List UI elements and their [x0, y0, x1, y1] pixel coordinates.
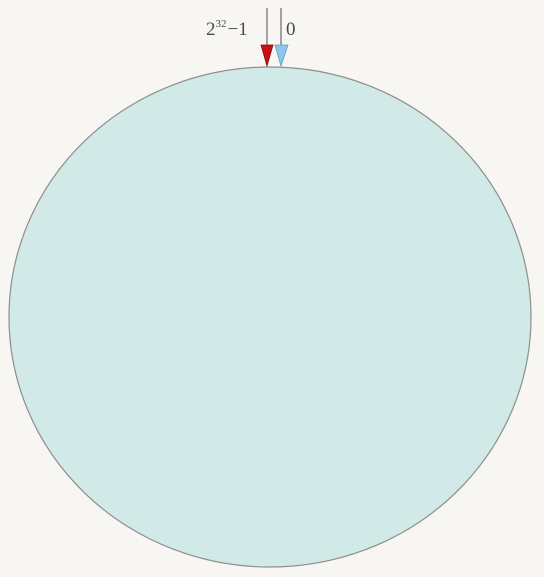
hash-ring — [8, 66, 532, 568]
max-marker-arrow — [260, 44, 274, 68]
zero-value-label: 0 — [286, 19, 296, 40]
zero-marker-arrow — [274, 44, 289, 68]
max-value-suffix: −1 — [228, 19, 248, 40]
max-value-base: 2 — [206, 19, 216, 40]
max-value-exponent: 32 — [216, 18, 227, 30]
max-value-label: 232−1 — [206, 18, 248, 40]
